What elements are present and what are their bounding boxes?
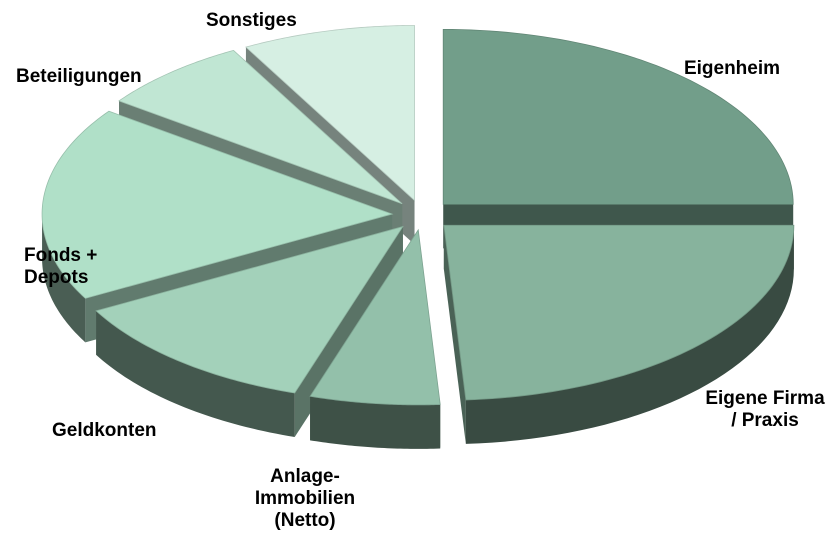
slice-label-eigene-firma: Eigene Firma / Praxis xyxy=(705,388,825,431)
pie-slice-side-geldkonten xyxy=(96,310,295,437)
pie-slice-side-anlage-immobilien-netto xyxy=(310,396,441,449)
pie-slice-top-beteiligungen xyxy=(118,49,403,205)
slice-label-anlage-immobilien: Anlage- Immobilien (Netto) xyxy=(254,466,356,531)
pie-slice-eigene-firma-praxis xyxy=(443,224,795,444)
pie-slice-anlage-immobilien-netto xyxy=(309,228,441,449)
slice-label-geldkonten: Geldkonten xyxy=(52,420,157,441)
pie-slice-top-eigene-firma-praxis xyxy=(443,224,795,401)
pie-slice-top-anlage-immobilien-netto xyxy=(309,228,441,406)
pie-slice-wall-eigene-firma-praxis-1 xyxy=(443,225,466,444)
slice-label-beteiligungen: Beteiligungen xyxy=(16,66,142,87)
pie-slice-top-geldkonten xyxy=(95,225,404,394)
pie-slice-top-fonds-depots xyxy=(41,110,394,299)
pie-slice-side-eigene-firma-praxis xyxy=(465,225,794,444)
slice-label-eigenheim: Eigenheim xyxy=(683,58,781,79)
pie-slice-top-eigenheim xyxy=(442,28,794,205)
pie-slice-side-fonds-depots xyxy=(42,214,86,343)
pie-slice-top-sonstiges xyxy=(245,25,415,202)
slice-label-sonstiges: Sonstiges xyxy=(206,10,297,31)
slice-label-fonds-depots: Fonds + Depots xyxy=(24,245,98,288)
